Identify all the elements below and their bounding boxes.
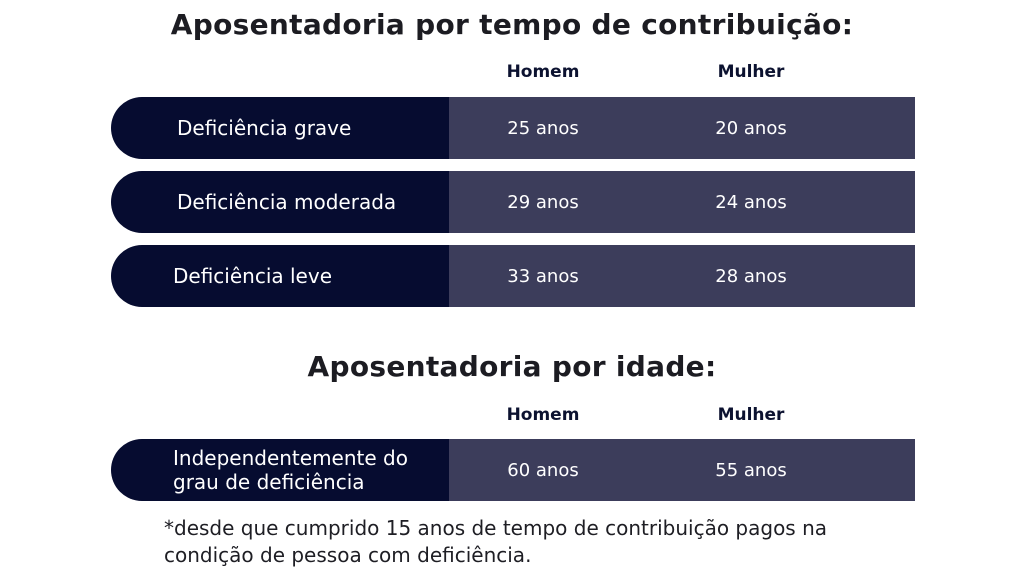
- row-label: Deficiência leve: [173, 264, 333, 288]
- row-label-cell: Deficiência grave: [111, 97, 449, 159]
- row-label: Deficiência moderada: [177, 190, 397, 214]
- row-label: Deficiência grave: [177, 116, 352, 140]
- value-homem: 29 anos: [507, 191, 579, 213]
- table-row-leve: Deficiência leve 33 anos 28 anos: [111, 245, 915, 307]
- value-homem: 60 anos: [507, 459, 579, 481]
- footnote-marker: *: [164, 516, 174, 540]
- row-label-line2: grau de deficiência: [173, 470, 365, 494]
- column-header-homem: Homem: [506, 405, 580, 425]
- table-row-independente: Independentemente do grau de deficiência…: [111, 439, 915, 501]
- footnote-line2: condição de pessoa com deficiência.: [164, 543, 532, 567]
- row-label-cell: Deficiência leve: [111, 245, 449, 307]
- column-header-mulher: Mulher: [717, 62, 785, 82]
- row-values-cell: [449, 245, 915, 307]
- row-values-cell: [449, 97, 915, 159]
- column-header-mulher: Mulher: [717, 405, 785, 425]
- row-label-cell: Deficiência moderada: [111, 171, 449, 233]
- value-homem: 25 anos: [507, 117, 579, 139]
- value-mulher: 24 anos: [715, 191, 787, 213]
- table-row-grave: Deficiência grave 25 anos 20 anos: [111, 97, 915, 159]
- value-mulher: 20 anos: [715, 117, 787, 139]
- footnote-line1: desde que cumprido 15 anos de tempo de c…: [174, 516, 828, 540]
- row-values-cell: [449, 171, 915, 233]
- row-label-cell: Independentemente do grau de deficiência: [111, 439, 449, 501]
- row-label-line1: Independentemente do: [173, 446, 408, 470]
- table-row-moderada: Deficiência moderada 29 anos 24 anos: [111, 171, 915, 233]
- column-header-homem: Homem: [506, 62, 580, 82]
- value-homem: 33 anos: [507, 265, 579, 287]
- value-mulher: 28 anos: [715, 265, 787, 287]
- value-mulher: 55 anos: [715, 459, 787, 481]
- section-title-contribuicao: Aposentadoria por tempo de contribuição:: [170, 8, 854, 41]
- row-values-cell: [449, 439, 915, 501]
- footnote: *desde que cumprido 15 anos de tempo de …: [164, 515, 884, 569]
- section-title-idade: Aposentadoria por idade:: [307, 350, 717, 383]
